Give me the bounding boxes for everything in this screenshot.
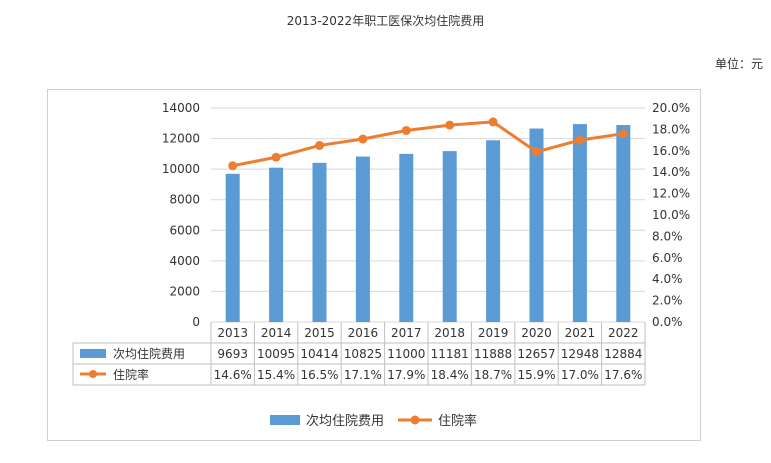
x-axis-tick-label: 2020 — [521, 326, 552, 340]
table-cell-value: 12657 — [517, 347, 555, 361]
y-axis-tick-label: 8000 — [169, 193, 200, 207]
table-cell-value: 17.1% — [344, 368, 382, 382]
table-cell-value: 9693 — [217, 347, 248, 361]
page-title: 2013-2022年职工医保次均住院费用 — [286, 14, 485, 28]
bar — [312, 162, 327, 322]
line-point — [532, 147, 541, 157]
unit-label: 单位：元 — [714, 57, 763, 71]
table-cell-value: 12948 — [561, 347, 599, 361]
legend-label: 次均住院费用 — [306, 413, 384, 429]
y2-axis-tick-label: 4.0% — [652, 272, 683, 286]
y2-axis-tick-label: 16.0% — [652, 144, 690, 158]
bar — [399, 153, 414, 322]
x-axis-tick-label: 2021 — [565, 326, 596, 340]
y2-axis-tick-label: 10.0% — [652, 208, 690, 222]
y2-axis-tick-label: 6.0% — [652, 251, 683, 265]
table-cell-value: 17.9% — [387, 368, 425, 382]
table-cell-value: 12884 — [604, 347, 642, 361]
x-axis-tick-label: 2018 — [434, 326, 465, 340]
y2-axis-tick-label: 14.0% — [652, 165, 690, 179]
x-axis-tick-label: 2015 — [304, 326, 335, 340]
table-legend-bar-swatch — [80, 349, 106, 358]
x-axis-tick-label: 2019 — [478, 326, 509, 340]
line-point — [315, 140, 324, 150]
legend-label: 住院率 — [438, 413, 477, 429]
table-cell-value: 11181 — [431, 347, 469, 361]
bar — [486, 140, 501, 322]
y-axis-tick-label: 10000 — [162, 162, 200, 176]
bar — [225, 173, 240, 322]
y2-axis-tick-label: 18.0% — [652, 122, 690, 136]
chart-area: 0 2000 4000 6000 8000 10000 12000 14000 0.0% 2.0%… — [47, 89, 701, 441]
bar — [442, 151, 457, 322]
y-axis-tick-label: 12000 — [162, 132, 200, 146]
table-cell-value: 10095 — [257, 347, 295, 361]
line-point — [401, 125, 411, 135]
line-point — [228, 161, 238, 171]
y-axis-tick-label: 14000 — [162, 101, 200, 115]
table-series-name: 次均住院费用 — [113, 347, 185, 361]
table-cell-value: 15.4% — [257, 368, 295, 382]
table-cell-value: 11888 — [474, 347, 512, 361]
y2-axis-tick-label: 20.0% — [652, 101, 690, 115]
chart-svg: 0 2000 4000 6000 8000 10000 12000 14000 0.0% 2.0%… — [72, 101, 690, 429]
bar — [529, 128, 544, 322]
table-cell-value: 14.6% — [214, 368, 252, 382]
table-series-name: 住院率 — [113, 367, 149, 382]
line-point — [445, 120, 455, 130]
y-axis-tick-label: 6000 — [169, 223, 200, 237]
table-cell-value: 15.9% — [517, 368, 555, 382]
table-cell-value: 17.0% — [561, 368, 599, 382]
bar — [269, 167, 284, 322]
bar — [616, 125, 631, 322]
y2-axis-tick-label: 2.0% — [652, 294, 683, 308]
legend-line-marker — [410, 415, 420, 425]
legend-bar-swatch — [270, 415, 300, 425]
x-axis-tick-label: 2017 — [391, 326, 422, 340]
y2-axis-tick-label: 8.0% — [652, 229, 683, 243]
table-cell-value: 18.7% — [474, 368, 512, 382]
x-axis-tick-label: 2014 — [261, 326, 292, 340]
table-cell-value: 17.6% — [604, 368, 642, 382]
x-axis-tick-label: 2016 — [348, 326, 379, 340]
table-cell-value: 11000 — [387, 347, 425, 361]
bar — [355, 156, 370, 322]
table-cell-value: 18.4% — [431, 368, 469, 382]
bar — [572, 124, 587, 322]
y-axis-tick-label: 0 — [192, 315, 200, 329]
y2-axis-tick-label: 12.0% — [652, 187, 690, 201]
series-line — [232, 120, 624, 168]
y2-axis-tick-label: 0.0% — [652, 315, 683, 329]
table-cell-value: 10414 — [300, 347, 338, 361]
x-axis-tick-label: 2022 — [608, 326, 639, 340]
line-point — [358, 134, 368, 144]
line-point — [488, 117, 498, 127]
y-axis-tick-label: 4000 — [169, 254, 200, 268]
table-cell-value: 10825 — [344, 347, 382, 361]
line-point — [575, 135, 585, 145]
table-legend-line-marker — [89, 370, 97, 378]
table-cell-value: 16.5% — [300, 368, 338, 382]
x-axis-tick-label: 2013 — [217, 326, 248, 340]
line-point — [271, 152, 281, 162]
y-axis-tick-label: 2000 — [169, 284, 200, 298]
line-point — [618, 129, 628, 139]
